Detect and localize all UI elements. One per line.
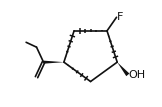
Text: OH: OH (128, 70, 145, 80)
Text: F: F (117, 12, 123, 22)
Polygon shape (44, 61, 64, 64)
Polygon shape (117, 62, 129, 76)
